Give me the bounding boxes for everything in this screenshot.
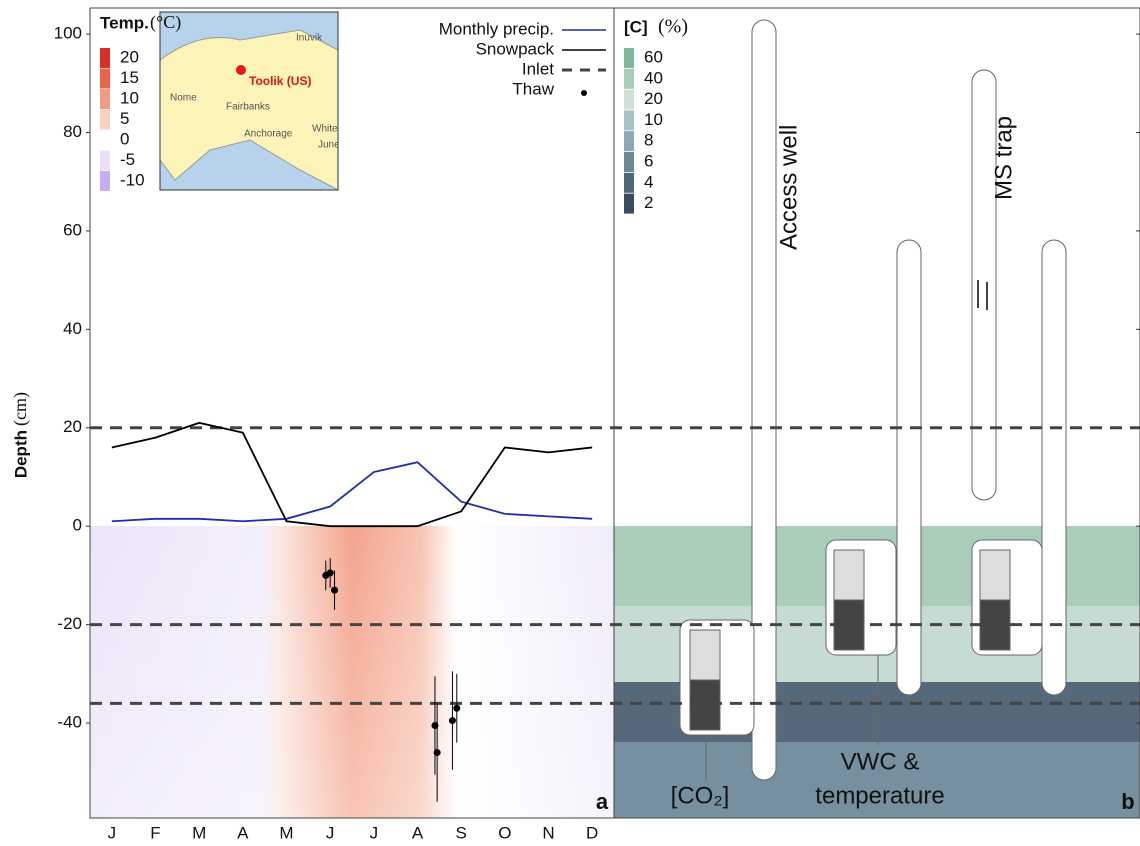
legend-label: Snowpack	[476, 39, 555, 58]
legend-label: Monthly precip.	[439, 19, 554, 38]
y-tick-label: -20	[57, 614, 82, 633]
legend-color	[624, 110, 634, 131]
x-tick-label: D	[586, 823, 598, 842]
map-city: Anchorage	[244, 129, 293, 140]
legend-tick-label: 10	[120, 88, 139, 107]
y-tick-label: 60	[63, 220, 82, 239]
thaw-point	[331, 586, 339, 594]
y-tick-label: 0	[73, 516, 82, 535]
legend-label: Thaw	[512, 79, 554, 98]
map-site: Toolik (US)	[249, 74, 311, 88]
legend-tick-label: 6	[644, 151, 653, 170]
legend-color	[100, 48, 110, 68]
x-tick-label: F	[150, 823, 160, 842]
legend-color	[100, 109, 110, 130]
frame	[89, 7, 1140, 819]
legend-color	[100, 150, 110, 171]
y-tick-label: -40	[57, 713, 82, 732]
conc-legend-title: [C]	[624, 17, 648, 36]
legend-tick-label: 2	[644, 193, 653, 212]
x-tick-label: N	[542, 823, 554, 842]
panel-letter: b	[1121, 789, 1134, 814]
map-city: Juneau	[318, 140, 351, 151]
legend-color	[624, 89, 634, 110]
legend-color	[100, 68, 110, 89]
x-tick-label: J	[326, 823, 335, 842]
legend-color	[624, 68, 634, 89]
legend-tick-label: -10	[120, 170, 145, 189]
legend-color	[100, 89, 110, 109]
legend-color	[624, 48, 634, 68]
series-line	[111, 461, 593, 523]
x-tick-label: O	[498, 823, 511, 842]
legend-color	[624, 131, 634, 152]
y-tick-label: 40	[63, 319, 82, 338]
map-city: Whitehorse	[312, 124, 363, 135]
legend-swatch	[581, 90, 587, 96]
ms-trap-label: MS trap	[990, 116, 1017, 200]
legend-tick-label: 5	[120, 109, 129, 128]
temp-legend-title: Temp.	[100, 13, 149, 32]
thaw-point	[453, 704, 461, 712]
legend-tick-label: 4	[644, 172, 653, 191]
map-city: Fairbanks	[226, 102, 270, 113]
legend-color	[100, 171, 110, 191]
legend-tick-label: 60	[644, 47, 663, 66]
instruments	[679, 19, 1067, 781]
series-line	[111, 421, 593, 528]
x-tick-label: A	[237, 823, 249, 842]
map-city: Nome	[170, 93, 197, 104]
legend-tick-label: 20	[644, 89, 663, 108]
legend-tick-label: 10	[644, 110, 663, 129]
panel-letter: a	[596, 789, 609, 814]
legend-tick-label: 0	[120, 129, 129, 148]
legend-tick-label: -5	[120, 150, 135, 169]
x-tick-label: S	[455, 823, 466, 842]
thaw-point	[326, 569, 334, 577]
y-tick-label: 80	[63, 122, 82, 141]
vwc-label: VWC &	[841, 748, 920, 775]
legend-tick-label: 40	[644, 68, 663, 87]
legend-tick-label: 15	[120, 68, 139, 87]
access-well-label: Access well	[775, 125, 802, 250]
temp-legend-unit: (°C)	[150, 12, 181, 33]
y-tick-label: 100	[54, 24, 82, 43]
y-tick-label: 20	[63, 417, 82, 436]
x-tick-label: J	[370, 823, 379, 842]
legend-color	[624, 152, 634, 172]
conc-legend-unit: (%)	[658, 16, 688, 38]
vwc-label: temperature	[815, 782, 944, 809]
thaw-point	[448, 717, 456, 725]
co2-label: [CO₂]	[671, 782, 730, 809]
legend-color	[624, 193, 634, 214]
legend-tick-label: 20	[120, 47, 139, 66]
y-unit: (cm)	[10, 392, 31, 426]
x-tick-label: A	[412, 823, 424, 842]
legend-color	[624, 172, 634, 193]
legend-color	[100, 130, 110, 150]
map-city: Inuvik	[296, 33, 323, 44]
y-label: Depth	[11, 430, 30, 478]
x-tick-label: M	[279, 823, 293, 842]
thaw-point	[433, 749, 441, 757]
y-axis-title: Depth (cm)	[10, 392, 31, 478]
legend-tick-label: 8	[644, 131, 653, 150]
x-tick-label: J	[108, 823, 117, 842]
legend-label: Inlet	[522, 59, 554, 78]
heatmap	[90, 526, 614, 818]
map-frame	[159, 11, 339, 191]
map-inset: Inuvik Nome Fairbanks Anchorage Whitehor…	[160, 12, 363, 190]
x-tick-label: M	[192, 823, 206, 842]
